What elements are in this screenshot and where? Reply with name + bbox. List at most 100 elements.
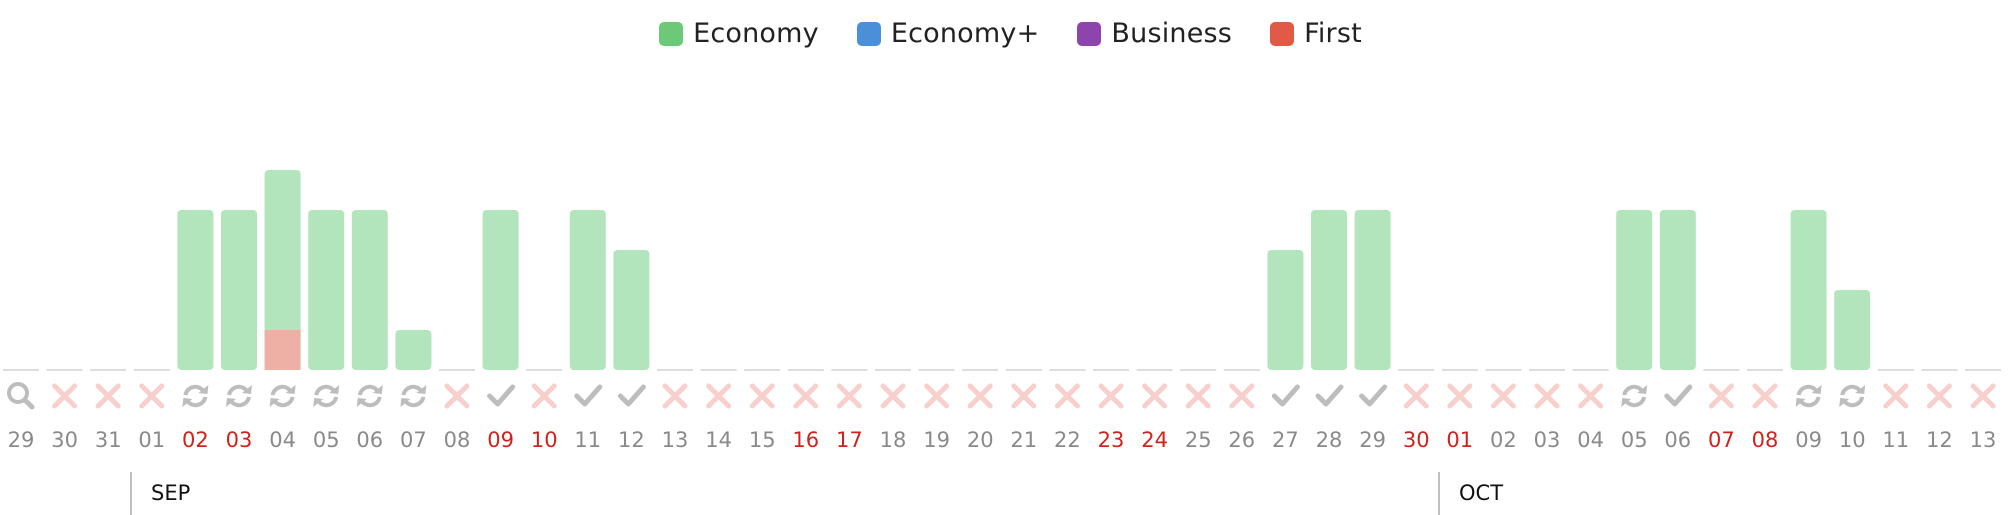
day-label[interactable]: 29 — [8, 428, 35, 452]
day-label[interactable]: 05 — [313, 428, 340, 452]
day-label[interactable]: 07 — [400, 428, 427, 452]
unavailable-icon — [1185, 383, 1211, 409]
bar-economy[interactable] — [221, 210, 257, 370]
legend-item-business[interactable]: Business — [1077, 18, 1232, 49]
legend-label: Economy+ — [890, 18, 1040, 49]
day-label[interactable]: 14 — [705, 428, 732, 452]
bar-economy[interactable] — [1616, 210, 1653, 370]
day-label[interactable]: 11 — [1882, 428, 1909, 452]
day-label[interactable]: 19 — [923, 428, 950, 452]
day-label[interactable]: 09 — [1795, 428, 1822, 452]
day-label[interactable]: 04 — [1577, 428, 1604, 452]
day-label[interactable]: 12 — [618, 428, 645, 452]
unavailable-icon — [1229, 383, 1255, 409]
unavailable-icon — [444, 383, 470, 409]
legend-item-economy[interactable]: Economy — [659, 18, 819, 49]
bar-economy[interactable] — [482, 210, 519, 370]
day-label[interactable]: 22 — [1054, 428, 1081, 452]
unavailable-icon — [531, 383, 557, 409]
day-label[interactable]: 17 — [836, 428, 863, 452]
day-label[interactable]: 18 — [880, 428, 907, 452]
day-label[interactable]: 28 — [1316, 428, 1343, 452]
day-label[interactable]: 25 — [1185, 428, 1212, 452]
day-label[interactable]: 27 — [1272, 428, 1299, 452]
day-label[interactable]: 29 — [1359, 428, 1386, 452]
day-label[interactable]: 08 — [444, 428, 471, 452]
refresh-icon[interactable] — [313, 384, 340, 408]
day-label[interactable]: 06 — [1664, 428, 1691, 452]
day-label[interactable]: 02 — [182, 428, 209, 452]
day-label[interactable]: 13 — [662, 428, 689, 452]
day-label[interactable]: 13 — [1970, 428, 1997, 452]
refresh-icon[interactable] — [356, 384, 383, 408]
day-label[interactable]: 23 — [1098, 428, 1125, 452]
day-label[interactable]: 21 — [1010, 428, 1037, 452]
refresh-icon[interactable] — [1839, 384, 1866, 408]
bar-economy[interactable] — [1267, 250, 1304, 370]
red-swatch-icon — [1270, 21, 1295, 46]
bar-economy[interactable] — [1659, 210, 1696, 370]
bar-economy[interactable] — [1834, 290, 1871, 370]
bar-economy[interactable] — [613, 250, 650, 370]
unavailable-icon — [1578, 383, 1604, 409]
legend-item-first[interactable]: First — [1270, 18, 1362, 49]
day-label[interactable]: 26 — [1228, 428, 1255, 452]
day-label[interactable]: 11 — [574, 428, 601, 452]
unavailable-icon — [1054, 383, 1080, 409]
day-label[interactable]: 09 — [487, 428, 514, 452]
day-label[interactable]: 06 — [356, 428, 383, 452]
day-label[interactable]: 10 — [531, 428, 558, 452]
bar-economy[interactable] — [395, 330, 432, 370]
day-label[interactable]: 12 — [1926, 428, 1953, 452]
legend-label: Economy — [693, 18, 819, 49]
unavailable-icon — [1490, 383, 1516, 409]
check-icon — [1664, 384, 1693, 407]
day-label[interactable]: 02 — [1490, 428, 1517, 452]
unavailable-icon — [749, 383, 775, 409]
bar-first[interactable] — [264, 330, 301, 370]
day-label[interactable]: 30 — [1403, 428, 1430, 452]
unavailable-icon — [1534, 383, 1560, 409]
legend-item-economy-plus[interactable]: Economy+ — [856, 18, 1040, 49]
refresh-icon[interactable] — [1795, 384, 1822, 408]
bar-economy[interactable] — [308, 210, 345, 370]
bar-economy[interactable] — [351, 210, 388, 370]
bar-economy[interactable] — [1790, 210, 1827, 370]
bar-economy[interactable] — [177, 210, 214, 370]
bar-economy[interactable] — [1354, 210, 1391, 370]
day-label[interactable]: 16 — [792, 428, 819, 452]
day-label[interactable]: 03 — [226, 428, 253, 452]
bar-economy[interactable] — [264, 170, 301, 370]
unavailable-icon — [52, 383, 78, 409]
unavailable-icon — [1447, 383, 1473, 409]
green-swatch-icon — [659, 21, 684, 46]
refresh-icon[interactable] — [226, 384, 252, 408]
day-label[interactable]: 04 — [269, 428, 296, 452]
day-label[interactable]: 08 — [1752, 428, 1779, 452]
unavailable-icon — [793, 383, 819, 409]
day-label[interactable]: 10 — [1839, 428, 1866, 452]
day-label[interactable]: 05 — [1621, 428, 1648, 452]
check-icon — [1315, 384, 1344, 407]
day-label[interactable]: 07 — [1708, 428, 1735, 452]
check-icon — [1359, 384, 1388, 407]
day-label[interactable]: 30 — [51, 428, 78, 452]
chart-legend: Economy Economy+ Business First — [0, 18, 2011, 49]
day-label[interactable]: 24 — [1141, 428, 1168, 452]
refresh-icon[interactable] — [400, 384, 427, 408]
bar-economy[interactable] — [1311, 210, 1347, 370]
day-label[interactable]: 20 — [967, 428, 994, 452]
day-label[interactable]: 15 — [749, 428, 776, 452]
day-label[interactable]: 03 — [1534, 428, 1561, 452]
month-label: SEP — [151, 481, 190, 505]
unavailable-icon — [880, 383, 906, 409]
day-label[interactable]: 01 — [138, 428, 165, 452]
refresh-icon[interactable] — [182, 384, 209, 408]
bar-economy[interactable] — [569, 210, 606, 370]
refresh-icon[interactable] — [269, 384, 296, 408]
day-label[interactable]: 31 — [95, 428, 122, 452]
refresh-icon[interactable] — [1621, 384, 1648, 408]
search-icon[interactable] — [7, 382, 35, 410]
day-label[interactable]: 01 — [1446, 428, 1473, 452]
